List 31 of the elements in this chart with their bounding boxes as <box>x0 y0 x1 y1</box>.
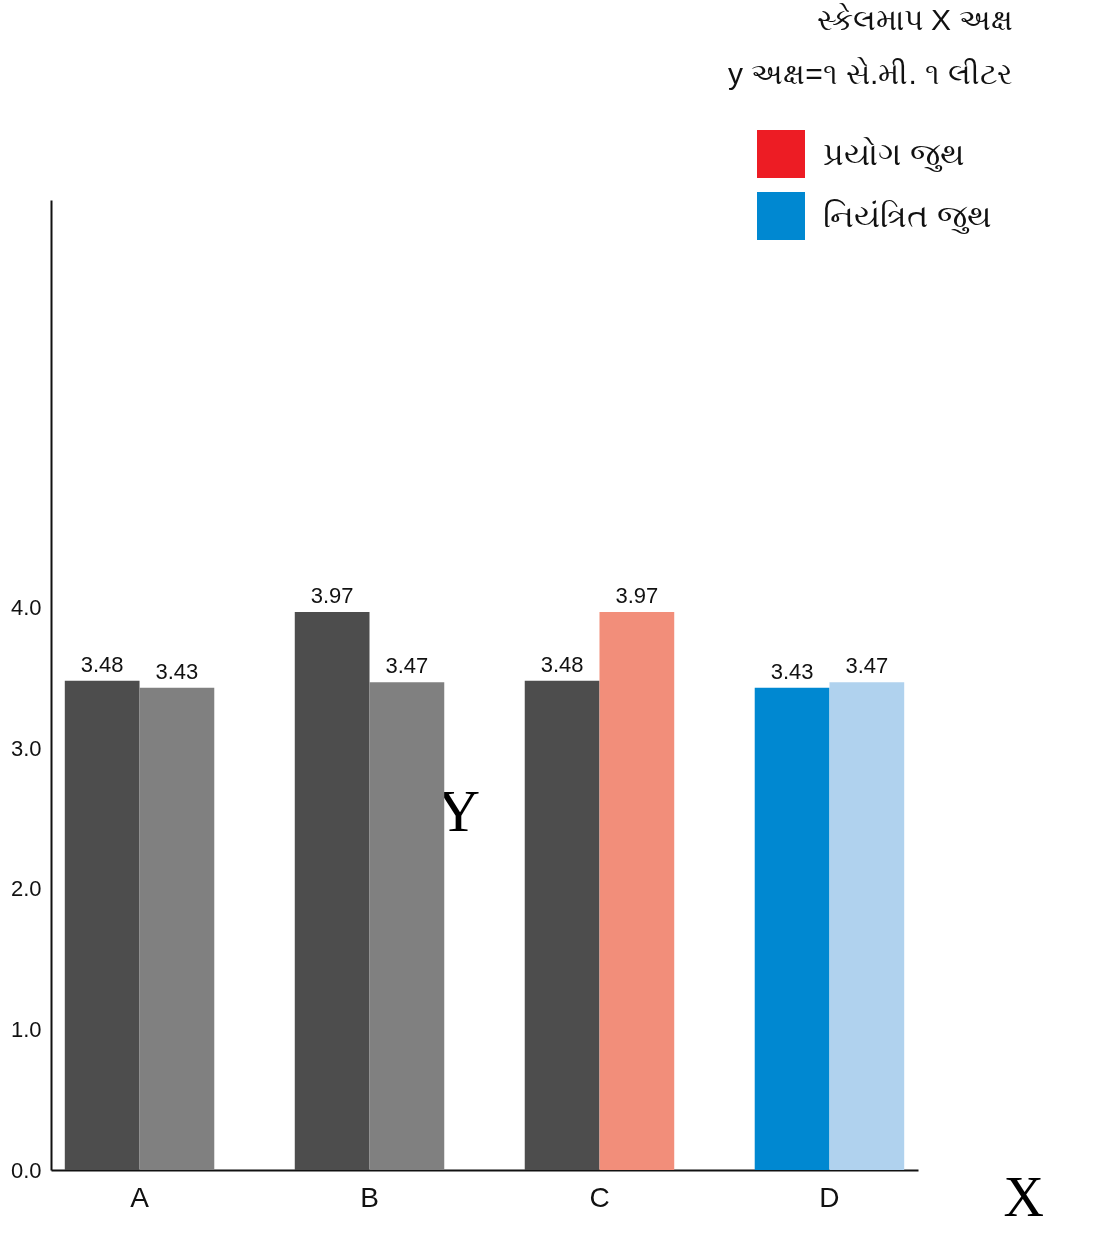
bar <box>139 687 215 1170</box>
y-tick-label: 1.0 <box>10 1016 42 1042</box>
bar <box>294 611 370 1170</box>
y-tick-label: 2.0 <box>10 876 42 902</box>
y-tick-label: 0.0 <box>10 1157 42 1183</box>
bar <box>599 611 675 1170</box>
data-label: 3.47 <box>385 653 429 679</box>
chart-title: સ્કેલમાપ X અક્ષ <box>816 3 1014 36</box>
y-tick-label: 3.0 <box>10 735 42 761</box>
data-label: 3.43 <box>155 658 199 684</box>
x-tick-label: D <box>819 1181 840 1213</box>
data-label: 3.97 <box>615 582 659 608</box>
text: પ્રયોગ જુથ <box>823 135 965 173</box>
bar <box>369 682 445 1170</box>
data-label: 3.97 <box>310 582 354 608</box>
data-label: 3.48 <box>80 651 124 677</box>
chart-subtitle: y અક્ષ=૧ સે.મી. ૧ લીટર <box>727 57 1014 90</box>
data-label: 3.43 <box>770 658 814 684</box>
y-tick-label: 4.0 <box>10 595 42 621</box>
bar <box>524 680 600 1170</box>
bar <box>64 680 140 1170</box>
data-label: 3.47 <box>845 653 889 679</box>
bar <box>829 682 905 1170</box>
x-tick-label: B <box>360 1181 379 1213</box>
x-axis-title: X <box>1003 1165 1044 1228</box>
y-axis-title: Y <box>436 777 481 844</box>
annotation: નિયંત્રિત જુથ <box>823 197 992 235</box>
x-tick-label: C <box>589 1181 610 1213</box>
data-label: 3.48 <box>540 651 584 677</box>
bar <box>754 687 830 1170</box>
x-tick-label: A <box>130 1181 150 1213</box>
